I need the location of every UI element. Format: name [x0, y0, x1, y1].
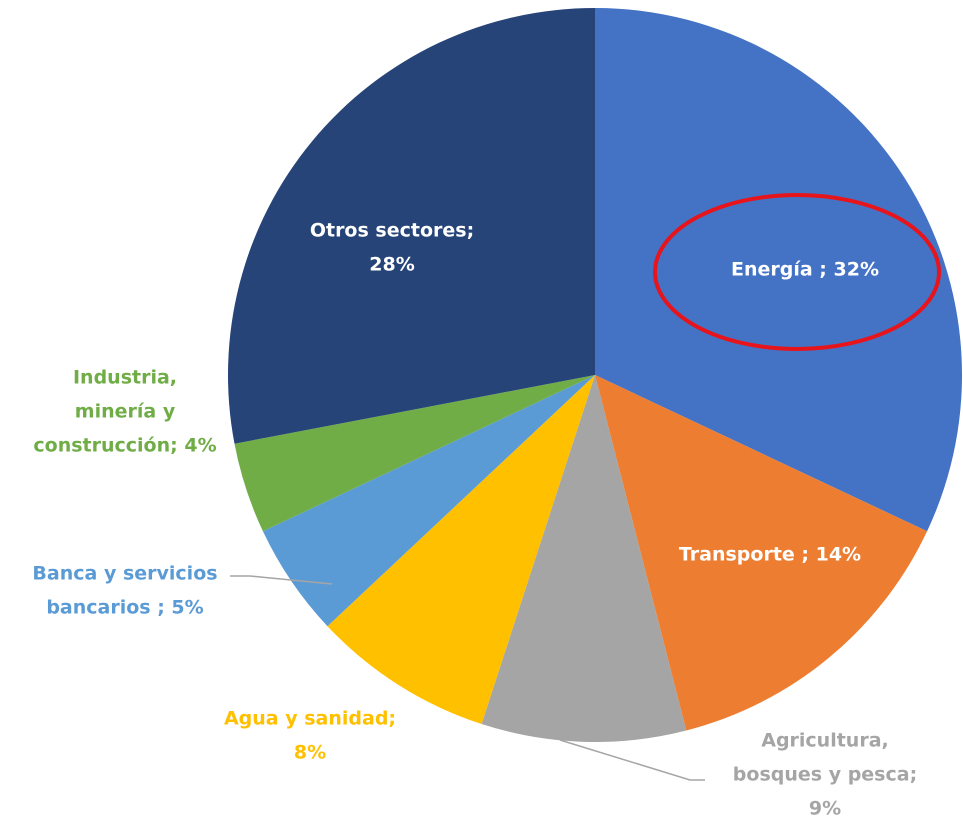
pie-slice — [234, 375, 595, 532]
data-label: Banca y servicios — [32, 563, 217, 585]
data-label: Energía ; 32% — [731, 259, 879, 281]
pie — [227, 8, 962, 742]
data-label: Agricultura, — [761, 730, 889, 752]
data-label: Otros sectores; — [310, 220, 474, 242]
highlight-ellipse — [653, 193, 941, 351]
data-label: construcción; 4% — [33, 435, 216, 457]
leader-line — [230, 575, 333, 585]
pie-slice — [262, 375, 595, 627]
pie-slice — [227, 8, 595, 444]
pie-slice — [481, 375, 687, 742]
pie-slice — [327, 375, 595, 725]
data-label: Industria, — [73, 367, 177, 389]
data-label: 28% — [369, 254, 414, 276]
leader-line — [559, 739, 705, 781]
data-label: 9% — [809, 798, 841, 820]
data-label: Transporte ; 14% — [679, 544, 861, 566]
pie-slice — [595, 375, 928, 731]
data-label: bancarios ; 5% — [46, 597, 203, 619]
pie-slice — [595, 8, 962, 532]
data-label: minería y — [75, 401, 176, 423]
data-label: 8% — [294, 742, 326, 764]
data-label: bosques y pesca; — [733, 764, 917, 786]
data-label: Agua y sanidad; — [224, 708, 396, 730]
